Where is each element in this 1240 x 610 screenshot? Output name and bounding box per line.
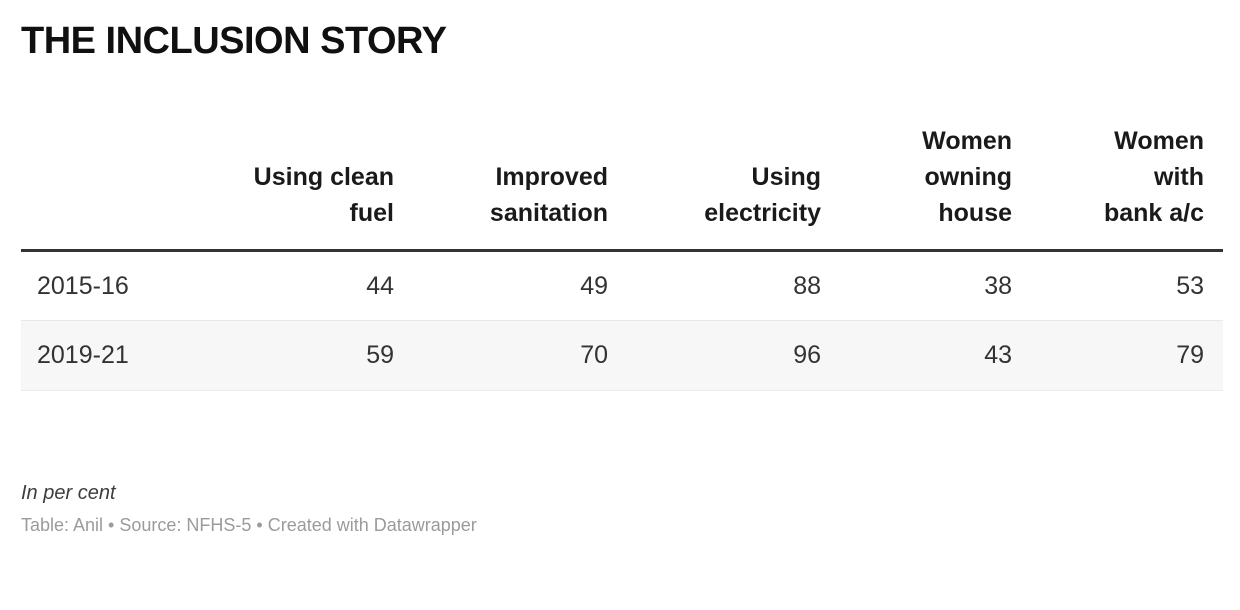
attribution: Table: Anil • Source: NFHS-5 • Created w… — [21, 515, 477, 535]
cell-value: 59 — [171, 320, 394, 391]
cell-value: 43 — [821, 320, 1012, 391]
cell-value: 53 — [1012, 250, 1223, 321]
column-header-women-with-bank-ac: Women with bank a/c — [1012, 123, 1223, 252]
row-label: 2015-16 — [21, 250, 171, 321]
cell-value: 88 — [608, 250, 821, 321]
table-row: 2019-21 59 70 96 43 79 — [21, 320, 1223, 391]
units-note: In per cent — [21, 482, 116, 504]
cell-value: 70 — [394, 320, 608, 391]
column-header-improved-sanitation: Improved sanitation — [394, 123, 608, 252]
page-title: THE INCLUSION STORY — [21, 20, 447, 62]
column-header-using-electricity: Using electricity — [608, 123, 821, 252]
cell-value: 79 — [1012, 320, 1223, 391]
table-row: 2015-16 44 49 88 38 53 — [21, 250, 1223, 321]
cell-value: 49 — [394, 250, 608, 321]
column-header-using-clean-fuel: Using clean fuel — [171, 123, 394, 252]
column-header-blank — [21, 123, 171, 252]
row-label: 2019-21 — [21, 320, 171, 391]
data-table: Using clean fuel Improved sanitation Usi… — [21, 123, 1223, 391]
header-row: Using clean fuel Improved sanitation Usi… — [21, 123, 1223, 252]
column-header-women-owning-house: Women owning house — [821, 123, 1012, 252]
cell-value: 38 — [821, 250, 1012, 321]
cell-value: 44 — [171, 250, 394, 321]
cell-value: 96 — [608, 320, 821, 391]
